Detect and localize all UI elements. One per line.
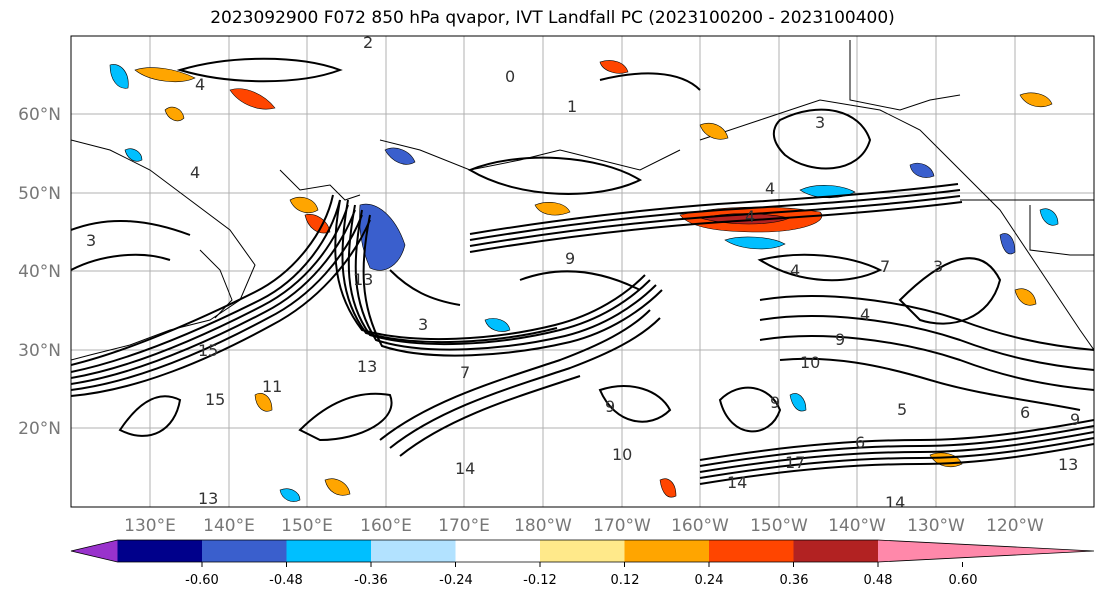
colorbar-extend-low: [71, 540, 118, 562]
lat-label: 50°N: [18, 184, 61, 204]
colorbar-tick-label: -0.60: [185, 573, 219, 588]
colorbar-segment: [624, 540, 710, 562]
contour-label: 3: [418, 315, 428, 334]
lon-label: 160°W: [671, 516, 729, 536]
lon-label: 160°E: [360, 516, 412, 536]
contour-label: 9: [835, 330, 845, 349]
qvapor-negative-shading: [109, 64, 1059, 502]
contour-label: 6: [1020, 403, 1030, 422]
colorbar-outline: [70, 539, 1095, 563]
lon-label: 170°W: [593, 516, 651, 536]
contour-label: 14: [727, 473, 747, 492]
map-border: [70, 35, 1095, 508]
contour-label: 1: [567, 97, 577, 116]
graticule: [71, 36, 1094, 507]
contour-label: 5: [897, 400, 907, 419]
lat-label: 30°N: [18, 341, 61, 361]
colorbar-segment: [455, 540, 541, 562]
contour-label: 3: [86, 231, 96, 250]
lon-label: 180°W: [514, 516, 572, 536]
contour-label: 13: [1058, 455, 1078, 474]
lat-label: 60°N: [18, 105, 61, 125]
colorbar: [70, 539, 1095, 567]
contour-label: 10: [612, 445, 632, 464]
colorbar-tick-label: -0.48: [269, 573, 303, 588]
lat-label: 40°N: [18, 262, 61, 282]
colorbar-tick-label: -0.12: [523, 573, 557, 588]
contour-label: 4: [790, 261, 800, 280]
contour-label: 3: [815, 113, 825, 132]
colorbar-tick-labels: -0.60 -0.48 -0.36 -0.24 -0.12 0.12 0.24 …: [185, 573, 977, 588]
contour-label: 3: [933, 257, 943, 276]
coastlines: [71, 40, 1094, 361]
contour-label: 10: [800, 353, 820, 372]
colorbar-tick-label: 0.36: [780, 573, 809, 588]
contour-label: 9: [1070, 410, 1080, 429]
colorbar-segment: [286, 540, 372, 562]
contour-label: 2: [363, 33, 373, 52]
contour-label: 15: [205, 390, 225, 409]
longitude-labels: 130°E 140°E 150°E 160°E 170°E 180°W 170°…: [124, 516, 1044, 536]
contour-label: 13: [357, 357, 377, 376]
map-title: 2023092900 F072 850 hPa qvapor, IVT Land…: [210, 8, 895, 28]
colorbar-extend-high: [878, 540, 1094, 562]
colorbar-tick-label: 0.48: [864, 573, 893, 588]
contour-label: 4: [860, 305, 870, 324]
ivt-contours: [71, 57, 1094, 485]
contour-label: 11: [262, 377, 282, 396]
lon-label: 120°W: [986, 516, 1044, 536]
contour-label: 4: [195, 75, 205, 94]
contour-label: 7: [460, 363, 470, 382]
colorbar-segment: [371, 540, 456, 562]
contour-label: 0: [505, 67, 515, 86]
colorbar-tick-label: -0.36: [354, 573, 388, 588]
colorbar-tick-label: -0.24: [439, 573, 473, 588]
contour-label: 17: [785, 453, 805, 472]
lat-label: 20°N: [18, 419, 61, 439]
lon-label: 150°W: [750, 516, 808, 536]
contour-label: 4: [765, 179, 775, 198]
colorbar-segment: [117, 540, 203, 562]
contour-label: 6: [855, 433, 865, 452]
colorbar-segment: [540, 540, 625, 562]
lon-label: 130°E: [124, 516, 176, 536]
contour-label: 15: [198, 341, 218, 360]
latitude-labels: 60°N 50°N 40°N 30°N 20°N: [18, 105, 61, 439]
lon-label: 140°W: [828, 516, 886, 536]
contour-label: 14: [885, 493, 905, 512]
contour-label: 9: [565, 249, 575, 268]
contour-label: 7: [880, 257, 890, 276]
lon-label: 150°E: [281, 516, 333, 536]
colorbar-tick-label: 0.24: [695, 573, 724, 588]
colorbar-segment: [202, 540, 287, 562]
lon-label: 170°E: [438, 516, 490, 536]
colorbar-tick-label: 0.60: [949, 573, 978, 588]
lon-label: 140°E: [203, 516, 255, 536]
lon-label: 130°W: [907, 516, 965, 536]
colorbar-segment: [793, 540, 879, 562]
contour-label: 4: [190, 163, 200, 182]
colorbar-tick-label: 0.12: [611, 573, 640, 588]
contour-label: 13: [198, 489, 218, 508]
contour-label: 13: [353, 270, 373, 289]
map-content: 2 0 1 3 4 4 3 4 13 3 13 9 7 7 4 9 10 9 1…: [71, 33, 1094, 512]
contour-label: 9: [605, 397, 615, 416]
contour-label: 9: [770, 393, 780, 412]
contour-label: 14: [455, 459, 475, 478]
contour-labels: 2 0 1 3 4 4 3 4 13 3 13 9 7 7 4 9 10 9 1…: [86, 33, 1080, 512]
contour-label: 4: [745, 207, 755, 226]
colorbar-segment: [709, 540, 794, 562]
